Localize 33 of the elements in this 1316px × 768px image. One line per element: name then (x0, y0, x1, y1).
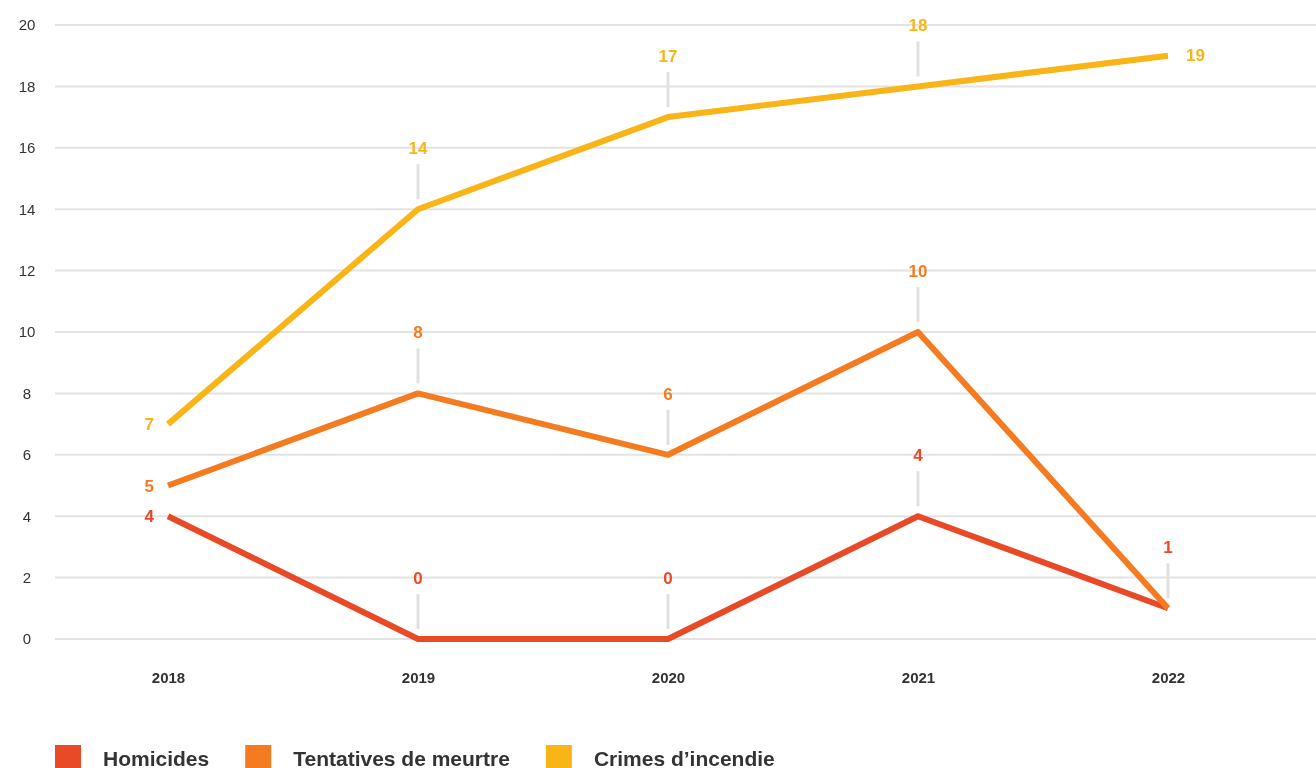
data-label: 4 (913, 446, 924, 466)
data-label: 14 (408, 139, 428, 159)
data-label: 19 (1186, 45, 1205, 65)
y-tick-label: 4 (22, 507, 32, 525)
data-label: 7 (144, 415, 154, 435)
data-label: 1 (1163, 538, 1173, 558)
y-tick-label: 6 (22, 446, 32, 464)
data-label: 17 (658, 47, 678, 67)
x-tick-label: 2021 (901, 668, 936, 686)
y-tick-label: 20 (18, 16, 36, 34)
y-tick-label: 16 (18, 139, 36, 157)
x-tick-label: 2022 (1151, 668, 1186, 686)
data-label: 0 (413, 569, 423, 588)
data-label: 0 (663, 569, 673, 588)
legend-label: Crimes d’incendie (593, 747, 775, 768)
data-label: 6 (663, 384, 673, 404)
data-label: 10 (908, 262, 928, 281)
legend-label: Tentatives de meurtre (293, 747, 510, 768)
y-tick-label: 8 (22, 384, 32, 402)
data-label: 18 (908, 16, 928, 36)
y-tick-label: 2 (22, 568, 32, 586)
y-tick-label: 12 (18, 261, 36, 279)
data-label: 5 (144, 476, 154, 496)
legend-label: Homicides (103, 747, 210, 768)
data-label: 8 (413, 323, 423, 343)
y-tick-label: 14 (18, 200, 36, 218)
data-label: 4 (144, 507, 155, 527)
y-tick-label: 10 (18, 323, 36, 341)
x-tick-label: 2020 (651, 668, 686, 686)
x-tick-label: 2018 (151, 668, 186, 686)
x-tick-label: 2019 (401, 668, 436, 686)
y-tick-label: 0 (22, 630, 32, 648)
y-tick-label: 18 (18, 77, 36, 95)
